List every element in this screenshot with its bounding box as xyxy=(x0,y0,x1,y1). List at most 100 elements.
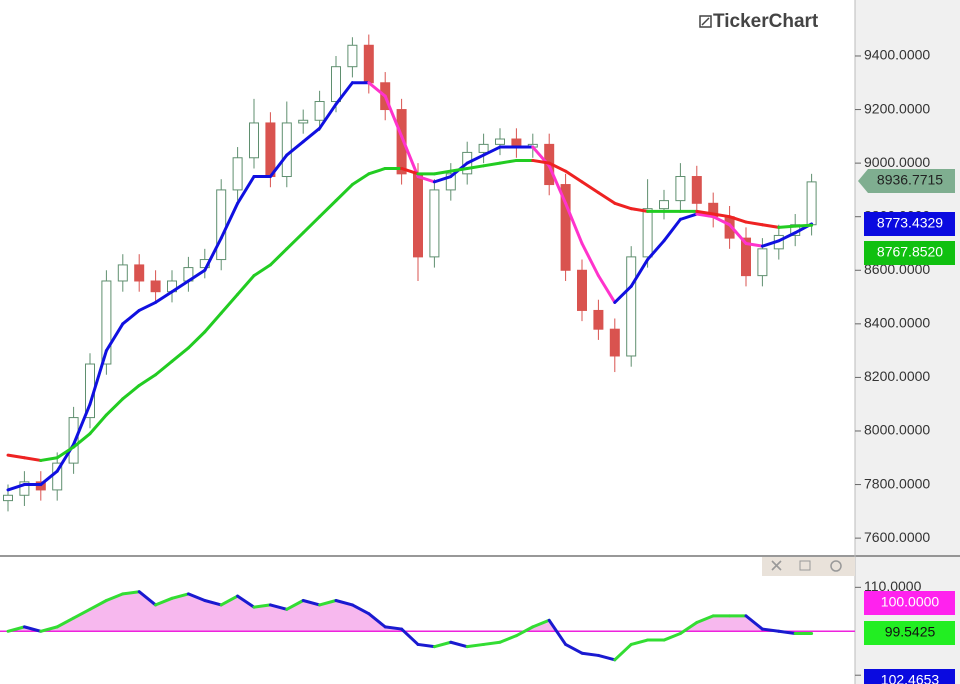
tag-label: 8767.8520 xyxy=(877,244,943,260)
line-segment xyxy=(121,383,141,401)
line-segment xyxy=(252,603,272,609)
line-segment xyxy=(22,456,43,462)
line-segment xyxy=(400,627,420,646)
price-tag: 8936.7715 xyxy=(858,169,955,193)
line-segment xyxy=(629,638,650,646)
tag-shape xyxy=(864,241,955,265)
line-segment xyxy=(55,616,76,629)
tag-shape xyxy=(864,669,955,684)
candle-body xyxy=(741,237,751,277)
line-segment xyxy=(55,445,76,460)
line-segment xyxy=(72,432,92,449)
candle-body xyxy=(150,280,161,293)
line-segment xyxy=(711,215,732,227)
candle-body xyxy=(265,122,276,178)
line-segment xyxy=(367,166,387,176)
line-segment xyxy=(400,166,420,176)
line-segment xyxy=(695,212,715,219)
line-segment xyxy=(416,175,436,184)
line-segment xyxy=(367,612,387,629)
line-segment xyxy=(531,618,551,629)
candle-body xyxy=(216,189,227,261)
line-segment xyxy=(268,153,289,179)
line-segment xyxy=(596,274,617,304)
logo-icon xyxy=(699,15,712,28)
line-segment xyxy=(678,212,699,221)
candle-body xyxy=(642,208,653,258)
line-segment xyxy=(137,373,158,387)
line-segment xyxy=(219,594,240,607)
maximize-button[interactable] xyxy=(799,560,811,571)
y-tick-label: 110.0000 xyxy=(864,578,922,594)
line-segment xyxy=(449,640,469,649)
candle-body xyxy=(314,101,325,121)
line-segment xyxy=(777,224,797,229)
line-segment xyxy=(22,625,43,633)
line-segment xyxy=(777,231,797,243)
candle-body xyxy=(232,157,243,191)
tag-label: 102.4653 xyxy=(881,672,940,684)
line-segment xyxy=(334,599,354,607)
line-segment xyxy=(744,614,764,631)
line-segment xyxy=(334,183,354,203)
line-segment xyxy=(236,594,256,609)
candle-body xyxy=(68,417,79,464)
line-segment xyxy=(728,223,748,245)
line-segment xyxy=(629,207,650,213)
line-segment xyxy=(72,607,92,620)
line-segment xyxy=(416,642,436,649)
area-above-baseline xyxy=(8,591,812,632)
line-segment xyxy=(728,215,748,224)
line-segment xyxy=(219,292,240,315)
logo: TickerChart xyxy=(699,11,819,32)
line-segment xyxy=(678,620,699,635)
line-segment xyxy=(170,346,190,363)
line-segment xyxy=(465,642,486,649)
marks: 7600.0000 7800.0000 8000.0000 8200.0000 8400… xyxy=(0,34,955,684)
line-segment xyxy=(350,603,371,616)
line-segment xyxy=(760,627,781,633)
line-segment xyxy=(580,651,600,657)
line-segment xyxy=(88,349,108,406)
candle-body xyxy=(626,256,637,357)
candle-body xyxy=(691,176,702,204)
line-segment xyxy=(6,625,26,633)
candle-body xyxy=(396,109,407,175)
panel-buttons xyxy=(762,557,855,576)
line-segment xyxy=(285,231,305,251)
line-segment xyxy=(236,274,256,296)
line-segment xyxy=(186,268,207,283)
panel xyxy=(3,34,817,512)
line-segment xyxy=(203,599,223,607)
line-segment xyxy=(318,102,338,130)
line-segment xyxy=(39,469,59,487)
candle-body xyxy=(281,122,292,178)
candle-body xyxy=(757,248,768,277)
candle-body xyxy=(560,184,571,271)
line-segment xyxy=(695,614,715,624)
tag-label: 99.5425 xyxy=(885,624,936,640)
candle-body xyxy=(445,173,456,191)
close-button[interactable] xyxy=(771,560,782,571)
button-bar xyxy=(762,557,855,576)
line-segment xyxy=(301,215,322,235)
line-segment xyxy=(236,175,256,205)
line-segment xyxy=(219,201,240,240)
line-segment xyxy=(564,642,584,655)
line-segment xyxy=(432,169,453,176)
candle-body xyxy=(413,173,423,258)
line-segment xyxy=(170,592,190,600)
line-segment xyxy=(629,258,650,288)
line-segment xyxy=(301,599,322,607)
line-segment xyxy=(482,640,502,646)
line-segment xyxy=(6,483,26,492)
line-segment xyxy=(662,631,682,642)
line-segment xyxy=(72,402,92,446)
settings-button[interactable] xyxy=(830,560,842,572)
candle-body xyxy=(429,189,440,258)
line-segment xyxy=(547,618,568,646)
line-segment xyxy=(154,359,174,377)
price-tag: 8773.4329 xyxy=(864,212,955,236)
line-segment xyxy=(613,284,633,304)
y-tick-label: 8400.0000 xyxy=(864,315,930,331)
